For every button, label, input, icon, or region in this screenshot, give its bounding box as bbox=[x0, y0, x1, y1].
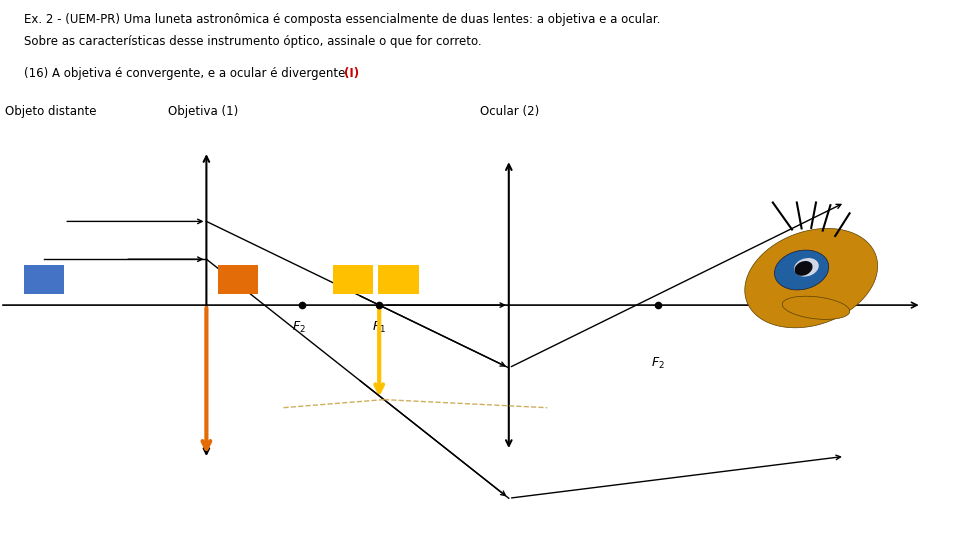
Ellipse shape bbox=[794, 258, 819, 276]
Text: Objetiva (1): Objetiva (1) bbox=[168, 105, 238, 118]
Text: $F_2$: $F_2$ bbox=[292, 320, 305, 335]
Text: Objeto distante: Objeto distante bbox=[5, 105, 96, 118]
Text: (16) A objetiva é convergente, e a ocular é divergente.: (16) A objetiva é convergente, e a ocula… bbox=[24, 68, 349, 80]
Text: Sobre as características desse instrumento óptico, assinale o que for correto.: Sobre as características desse instrumen… bbox=[24, 35, 482, 48]
Text: (I): (I) bbox=[344, 68, 359, 80]
FancyBboxPatch shape bbox=[24, 265, 64, 294]
Ellipse shape bbox=[775, 250, 828, 290]
Text: $i_2$: $i_2$ bbox=[233, 273, 243, 286]
Text: $i_1$: $i_1$ bbox=[348, 273, 358, 286]
Text: Ex. 2 - (UEM-PR) Uma luneta astronômica é composta essencialmente de duas lentes: Ex. 2 - (UEM-PR) Uma luneta astronômica … bbox=[24, 14, 660, 26]
Text: $F_1$: $F_1$ bbox=[372, 320, 387, 335]
FancyBboxPatch shape bbox=[218, 265, 258, 294]
FancyBboxPatch shape bbox=[378, 265, 419, 294]
Ellipse shape bbox=[782, 296, 850, 319]
Text: Ocular (2): Ocular (2) bbox=[480, 105, 540, 118]
Text: $F_2$: $F_2$ bbox=[651, 356, 664, 372]
Polygon shape bbox=[745, 228, 877, 328]
FancyBboxPatch shape bbox=[333, 265, 373, 294]
Text: $o_1$: $o_1$ bbox=[37, 274, 51, 285]
Ellipse shape bbox=[795, 261, 812, 276]
Text: $o_2$: $o_2$ bbox=[392, 274, 405, 285]
